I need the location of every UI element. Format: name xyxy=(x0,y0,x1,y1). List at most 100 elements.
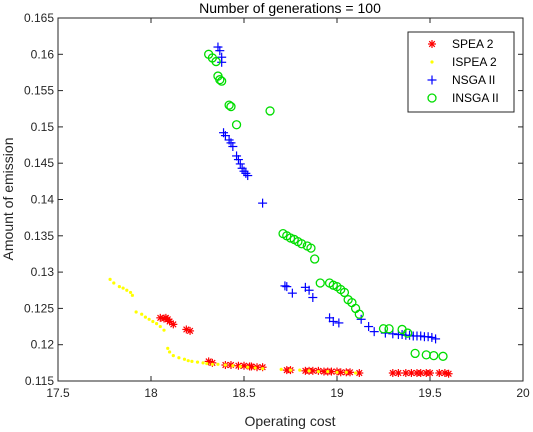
legend-marker xyxy=(427,75,437,85)
data-point xyxy=(397,330,407,340)
data-point xyxy=(279,367,283,371)
y-tick-label: 0.125 xyxy=(24,301,54,315)
data-point xyxy=(165,317,174,326)
legend-item: NSGA II xyxy=(427,73,495,87)
data-points xyxy=(108,42,453,378)
data-point xyxy=(326,369,330,374)
data-point xyxy=(140,312,144,316)
y-tick-label: 0.14 xyxy=(31,193,55,207)
data-point xyxy=(403,328,413,338)
data-point xyxy=(168,350,172,354)
legend-label: ISPEA 2 xyxy=(452,55,497,69)
y-tick-label: 0.135 xyxy=(24,229,54,243)
x-tick-label: 20 xyxy=(516,386,530,400)
data-point xyxy=(429,350,439,361)
y-tick-label: 0.155 xyxy=(24,84,54,98)
data-point xyxy=(213,42,223,52)
x-tick-label: 19 xyxy=(330,386,344,400)
data-point xyxy=(128,290,133,295)
x-axis: 17.5 18 18.5 19 19.5 20 xyxy=(46,18,530,400)
y-tick-label: 0.12 xyxy=(31,338,55,352)
data-point xyxy=(308,366,317,375)
data-point xyxy=(108,277,112,281)
data-point xyxy=(121,286,125,290)
data-point xyxy=(405,330,415,340)
data-point xyxy=(223,363,227,367)
data-point xyxy=(288,368,293,372)
data-point xyxy=(182,357,187,361)
data-point xyxy=(220,131,230,141)
data-point xyxy=(335,370,339,374)
data-point xyxy=(231,120,242,130)
data-point xyxy=(407,369,416,378)
data-point xyxy=(369,327,379,337)
data-point xyxy=(315,278,325,288)
data-point xyxy=(438,351,448,361)
data-point xyxy=(130,293,134,297)
data-point xyxy=(211,56,221,67)
chart-title: Number of generations = 100 xyxy=(199,0,381,16)
x-tick-label: 18.5 xyxy=(232,386,256,400)
data-point xyxy=(151,319,155,324)
data-point xyxy=(169,320,178,329)
data-point xyxy=(287,288,297,298)
data-point xyxy=(431,334,441,344)
data-point xyxy=(304,285,314,295)
data-point xyxy=(325,313,335,323)
data-point xyxy=(308,293,318,303)
data-point xyxy=(316,369,320,374)
data-point xyxy=(158,324,162,329)
y-tick-label: 0.115 xyxy=(25,374,54,388)
data-point xyxy=(233,155,243,165)
legend-label: SPEA 2 xyxy=(452,37,494,51)
data-point xyxy=(282,282,292,292)
legend-item: INSGA II xyxy=(427,91,499,105)
data-point xyxy=(125,288,129,292)
data-point xyxy=(427,332,437,342)
data-point xyxy=(217,76,227,86)
y-tick-label: 0.16 xyxy=(31,47,55,61)
data-point xyxy=(210,362,214,366)
data-point xyxy=(231,364,235,368)
y-tick-label: 0.145 xyxy=(24,156,54,170)
data-point xyxy=(444,369,453,378)
legend-box xyxy=(407,31,515,113)
data-point xyxy=(232,151,242,161)
data-point xyxy=(243,171,253,181)
data-point xyxy=(307,369,311,373)
data-point xyxy=(166,346,170,350)
data-point xyxy=(205,361,209,366)
data-point xyxy=(177,356,181,360)
series-nsga-ii xyxy=(213,42,441,344)
data-point xyxy=(354,309,364,319)
data-point xyxy=(190,359,194,363)
series-insga-ii xyxy=(204,49,448,361)
data-point xyxy=(258,198,268,208)
data-point xyxy=(226,138,236,148)
legend-item: ISPEA 2 xyxy=(430,55,497,69)
series-ispea-2 xyxy=(108,277,358,375)
data-point xyxy=(112,281,116,285)
data-point xyxy=(154,322,159,326)
data-point xyxy=(226,101,236,112)
data-point xyxy=(239,166,249,176)
data-point xyxy=(253,366,257,370)
data-point xyxy=(344,370,348,374)
legend-marker xyxy=(430,60,434,64)
y-tick-label: 0.13 xyxy=(31,265,55,279)
data-point xyxy=(426,369,434,378)
legend-marker xyxy=(428,40,436,48)
data-point xyxy=(238,364,242,369)
data-point xyxy=(171,353,175,358)
data-point xyxy=(354,371,358,375)
data-point xyxy=(224,100,234,110)
series-spea-2 xyxy=(156,313,453,378)
legend-marker xyxy=(427,93,437,103)
y-tick-label: 0.15 xyxy=(31,120,55,134)
data-point xyxy=(215,46,225,56)
data-point xyxy=(416,331,426,341)
x-tick-label: 19.5 xyxy=(418,386,442,400)
data-point xyxy=(328,316,338,326)
data-point xyxy=(216,362,220,366)
